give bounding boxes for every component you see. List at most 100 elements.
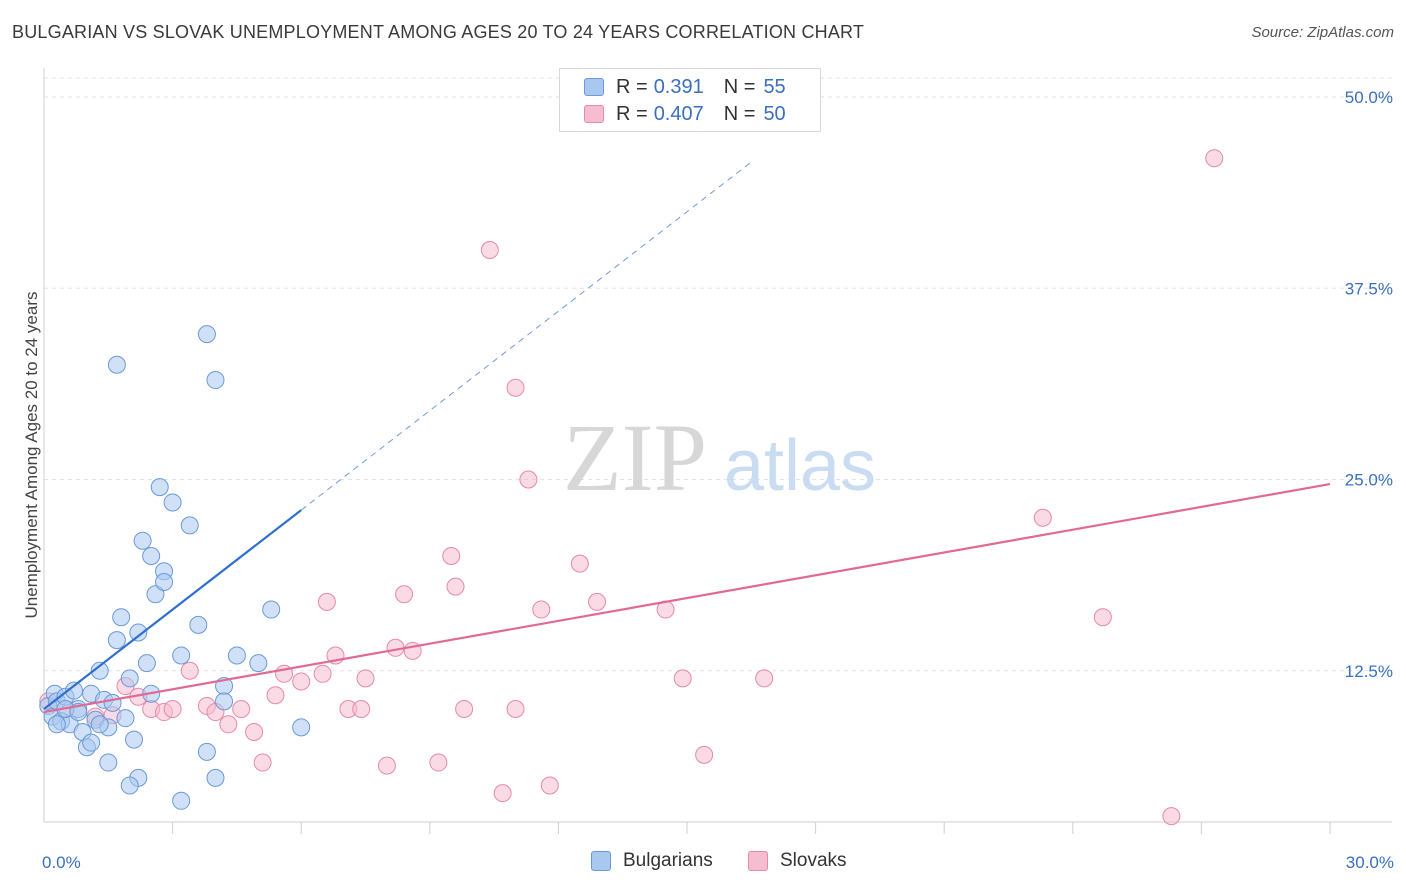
r-value: 0.407 xyxy=(653,102,704,125)
series-legend: Bulgarians Slovaks xyxy=(0,850,1406,878)
bulgarian-point xyxy=(197,742,216,761)
bulgarian-point xyxy=(90,661,109,680)
bulgarian-point xyxy=(155,573,174,592)
slovak-point xyxy=(570,554,589,573)
bulgarian-point xyxy=(129,623,148,642)
watermark-atlas: atlas xyxy=(724,426,876,506)
slovak-point xyxy=(506,378,525,397)
bulgarian-point xyxy=(292,718,311,737)
bulgarian-point xyxy=(150,478,169,497)
bulgarian-point xyxy=(163,493,182,512)
slovak-point xyxy=(506,700,525,718)
slovak-point xyxy=(1162,807,1181,826)
y-tick-label: 50.0% xyxy=(1345,88,1393,107)
slovak-point xyxy=(232,700,251,718)
bulgarian-point xyxy=(206,371,225,390)
stats-row-bulgarians: R = 0.391 N = 55 xyxy=(560,73,786,101)
slovak-point xyxy=(292,672,311,691)
y-tick-labels: 12.5% 25.0% 37.5% 50.0% xyxy=(1345,88,1393,681)
slovak-point xyxy=(755,669,774,688)
y-tick-label: 37.5% xyxy=(1345,279,1393,298)
slovak-point xyxy=(455,700,474,718)
slovak-point xyxy=(313,664,332,683)
slovak-point xyxy=(266,686,285,705)
slovak-point xyxy=(356,669,375,688)
slovak-point xyxy=(245,722,264,741)
slovak-point xyxy=(180,661,199,680)
bulgarian-point xyxy=(142,547,161,565)
legend-item-slovaks[interactable]: Slovaks xyxy=(748,850,847,872)
slovak-point xyxy=(163,700,182,718)
n-value: 50 xyxy=(763,102,786,125)
y-tick-label: 12.5% xyxy=(1345,662,1393,681)
chart-title: BULGARIAN VS SLOVAK UNEMPLOYMENT AMONG A… xyxy=(12,22,865,42)
slovak-point xyxy=(587,592,606,611)
r-label: R = xyxy=(616,102,648,125)
legend-item-bulgarians[interactable]: Bulgarians xyxy=(591,850,713,872)
y-tick-label: 25.0% xyxy=(1345,471,1393,490)
bulgarian-point xyxy=(172,646,191,665)
bulgarian-point xyxy=(146,585,165,604)
slovak-point xyxy=(1093,608,1112,627)
slovak-point xyxy=(480,241,499,259)
bulgarian-point xyxy=(172,791,191,810)
bulgarian-point xyxy=(47,715,66,734)
slovak-point xyxy=(429,753,448,772)
bulgarian-point xyxy=(227,646,246,665)
bulgarian-point xyxy=(249,654,268,673)
slovak-point xyxy=(493,784,512,803)
bulgarian-point xyxy=(120,776,139,795)
slovak-point xyxy=(395,585,414,604)
slovak-point xyxy=(317,592,336,611)
slovak-point xyxy=(352,700,371,718)
bulgarian-point xyxy=(112,608,131,627)
slovak-point xyxy=(673,669,692,688)
bulgarian-point xyxy=(262,600,281,619)
slovak-point xyxy=(532,600,551,619)
bulgarian-point xyxy=(65,681,84,700)
n-label: N = xyxy=(723,75,756,98)
bulgarian-point xyxy=(99,753,118,772)
slovaks-legend-swatch xyxy=(748,851,768,871)
bulgarian-trend-line xyxy=(43,509,302,710)
slovak-point xyxy=(695,745,714,764)
legend-label-slovaks: Slovaks xyxy=(780,850,847,871)
x-tick-min: 0.0% xyxy=(42,853,81,872)
bulgarian-point xyxy=(206,768,225,787)
bulgarian-point xyxy=(215,692,234,711)
n-value: 55 xyxy=(763,75,786,98)
slovaks-swatch xyxy=(584,105,604,123)
bulgarian-point xyxy=(116,709,135,728)
slovak-point xyxy=(219,715,238,734)
r-value: 0.391 xyxy=(653,75,704,98)
bulgarian-point xyxy=(107,631,126,650)
bulgarian-point xyxy=(90,715,109,734)
bulgarian-point xyxy=(125,730,144,749)
bulgarians-swatch xyxy=(584,78,604,96)
slovak-point xyxy=(1205,149,1224,168)
bulgarian-point xyxy=(197,325,216,344)
slovak-point xyxy=(540,776,559,795)
bulgarian-trend-extension xyxy=(300,161,752,511)
r-label: R = xyxy=(616,75,648,98)
slovak-trend-line xyxy=(43,483,1331,714)
legend-label-bulgarians: Bulgarians xyxy=(623,850,713,871)
bulgarian-point xyxy=(137,654,156,673)
slovak-point xyxy=(519,470,538,489)
slovak-point xyxy=(442,547,461,565)
stats-row-slovaks: R = 0.407 N = 50 xyxy=(560,100,786,128)
bulgarian-point xyxy=(180,516,199,535)
source-label: Source: ZipAtlas.com xyxy=(1251,24,1394,41)
slovak-point xyxy=(1033,508,1052,527)
slovak-point xyxy=(446,577,465,596)
bulgarian-point xyxy=(82,733,101,752)
slovak-point xyxy=(253,753,272,772)
watermark-zip: ZIP xyxy=(563,404,707,511)
bulgarian-point xyxy=(120,669,139,688)
bulgarian-point xyxy=(133,531,152,550)
axes xyxy=(43,68,1392,834)
n-label: N = xyxy=(723,102,756,125)
bulgarian-point xyxy=(189,615,208,634)
slovak-point xyxy=(377,756,396,775)
